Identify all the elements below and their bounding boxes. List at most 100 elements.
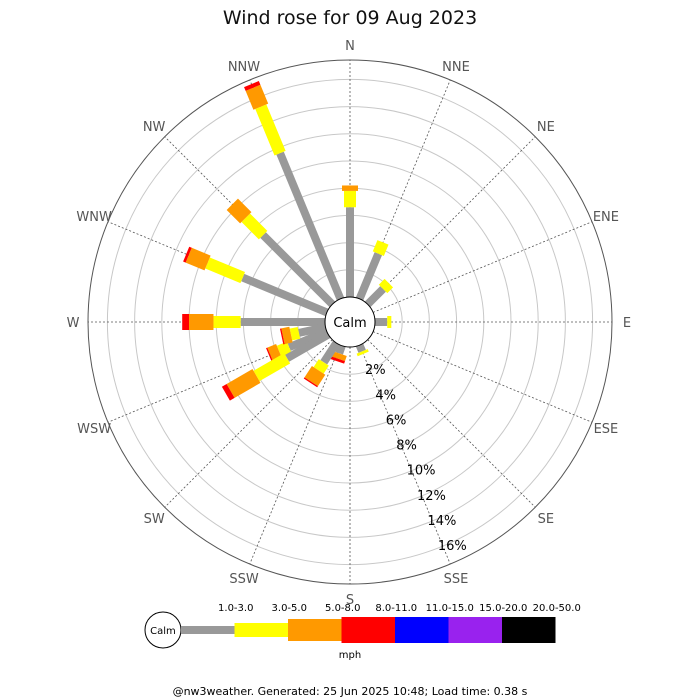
bar-wnw bbox=[183, 246, 329, 317]
bar-segment-8.0-11.0 bbox=[221, 384, 235, 401]
direction-label-ne: NE bbox=[537, 120, 555, 135]
bar-wsw bbox=[266, 327, 329, 363]
bar-segment-5.0-8.0 bbox=[226, 369, 261, 398]
spoke-ene bbox=[372, 221, 593, 313]
speed-legend: Calm 1.0-3.0 3.0-5.0 5.0-8.0 8.0-11.0 11.0-15… bbox=[144, 603, 581, 661]
legend-swatch-11.0-15.0 bbox=[395, 617, 449, 643]
direction-label-s: S bbox=[346, 593, 354, 608]
spoke-ese bbox=[372, 331, 593, 423]
bar-nnw bbox=[244, 80, 345, 301]
bar-segment-1.0-3.0 bbox=[285, 331, 331, 362]
bar-segment-8.0-11.0 bbox=[183, 246, 192, 263]
spoke-sse bbox=[359, 344, 451, 565]
legend-calm-label: Calm bbox=[150, 626, 176, 637]
legend-swatch-1.0-3.0 bbox=[181, 626, 235, 634]
legend-swatch-15.0-20.0 bbox=[448, 617, 502, 643]
legend-units: mph bbox=[339, 650, 361, 661]
direction-label-sse: SSE bbox=[444, 572, 469, 587]
direction-label-wsw: WSW bbox=[77, 422, 111, 437]
direction-labels: N NNE NE ENE E ESE SE SSE S SSW SW WSW W WNW NW NNW bbox=[67, 39, 632, 608]
spoke-nw bbox=[164, 136, 333, 305]
wind-bars bbox=[182, 80, 394, 401]
bar-segment-5.0-8.0 bbox=[304, 365, 326, 387]
ring-label-6: 12% bbox=[417, 489, 446, 504]
legend-label-11.0-15.0: 11.0-15.0 bbox=[426, 603, 474, 614]
bar-sse bbox=[355, 343, 369, 357]
legend-label-8.0-11.0: 8.0-11.0 bbox=[375, 603, 417, 614]
bar-extra-4 bbox=[279, 323, 327, 345]
bar-segment-1.0-3.0 bbox=[298, 323, 327, 337]
calm-label: Calm bbox=[333, 316, 366, 331]
bar-segment-1.0-3.0 bbox=[355, 252, 382, 301]
ring-label-1: 2% bbox=[365, 363, 386, 378]
bar-segment-3.0-5.0 bbox=[276, 341, 292, 357]
direction-label-n: N bbox=[345, 39, 355, 54]
bar-segment-1.0-3.0 bbox=[287, 327, 329, 351]
chart-title: Wind rose for 09 Aug 2023 bbox=[223, 7, 477, 29]
legend-label-3.0-5.0: 3.0-5.0 bbox=[272, 603, 307, 614]
grid-ring-7 bbox=[134, 106, 566, 538]
legend-label-5.0-8.0: 5.0-8.0 bbox=[325, 603, 360, 614]
bar-segment-1.0-3.0 bbox=[335, 344, 346, 355]
direction-label-sw: SW bbox=[144, 512, 165, 527]
bar-segment-5.0-8.0 bbox=[226, 198, 252, 224]
bar-segment-5.0-8.0 bbox=[329, 350, 347, 362]
legend-swatch-3.0-5.0 bbox=[234, 623, 288, 637]
spoke-wnw bbox=[107, 221, 328, 313]
bar-extra-3 bbox=[221, 331, 331, 401]
bar-nw bbox=[226, 198, 336, 308]
bar-segment-3.0-5.0 bbox=[241, 213, 268, 240]
bar-segment-1.0-3.0 bbox=[260, 232, 336, 308]
bar-segment-1.0-3.0 bbox=[320, 340, 340, 365]
bar-segment-5.0-8.0 bbox=[185, 247, 211, 271]
direction-label-nw: NW bbox=[143, 120, 166, 135]
bar-segment-8.0-11.0 bbox=[266, 347, 274, 363]
ring-label-5: 10% bbox=[407, 464, 436, 479]
footer-text: @nw3weather. Generated: 25 Jun 2025 10:4… bbox=[173, 685, 528, 698]
bar-segment-3.0-5.0 bbox=[378, 278, 394, 294]
bar-segment-8.0-11.0 bbox=[328, 355, 345, 364]
legend-swatch-5.0-8.0 bbox=[288, 619, 342, 641]
bar-segment-3.0-5.0 bbox=[313, 359, 329, 374]
calm-circle bbox=[324, 296, 376, 348]
bar-segment-8.0-11.0 bbox=[244, 80, 261, 91]
bar-segment-3.0-5.0 bbox=[289, 326, 301, 341]
ring-label-4: 8% bbox=[396, 439, 417, 454]
direction-label-ssw: SSW bbox=[229, 572, 259, 587]
spoke-ne bbox=[367, 136, 536, 305]
spoke-wsw bbox=[107, 331, 328, 423]
legend-label-1.0-3.0: 1.0-3.0 bbox=[218, 603, 253, 614]
direction-label-nne: NNE bbox=[442, 60, 470, 75]
bar-segment-5.0-8.0 bbox=[281, 326, 293, 345]
bar-extra-1 bbox=[303, 340, 340, 388]
legend-label-15.0-20.0: 15.0-20.0 bbox=[479, 603, 527, 614]
legend-swatch-8.0-11.0 bbox=[341, 617, 395, 643]
bar-segment-3.0-5.0 bbox=[255, 104, 286, 156]
spoke-sw bbox=[164, 339, 333, 508]
bar-segment-3.0-5.0 bbox=[372, 240, 389, 256]
calm-circle-group: Calm bbox=[324, 296, 376, 348]
legend-swatch-20.0-50.0 bbox=[502, 617, 556, 643]
direction-label-w: W bbox=[67, 316, 80, 331]
bar-segment-5.0-8.0 bbox=[245, 84, 269, 110]
legend-label-20.0-50.0: 20.0-50.0 bbox=[533, 603, 581, 614]
ring-labels: 2% 4% 6% 8% 10% 12% 14% 16% bbox=[365, 363, 467, 554]
spoke-nne bbox=[359, 79, 451, 300]
bar-segment-1.0-3.0 bbox=[364, 286, 386, 308]
bar-extra-0 bbox=[328, 344, 347, 364]
spoke-se bbox=[367, 339, 536, 508]
ring-label-3: 6% bbox=[386, 413, 407, 428]
spoke-ssw bbox=[249, 344, 341, 565]
grid-ring-6 bbox=[161, 133, 539, 511]
bar-ne bbox=[364, 278, 394, 308]
bar-nne bbox=[355, 240, 389, 301]
bar-segment-3.0-5.0 bbox=[253, 353, 291, 382]
bar-segment-1.0-3.0 bbox=[241, 273, 329, 317]
bar-segment-1.0-3.0 bbox=[276, 151, 345, 301]
direction-label-nnw: NNW bbox=[228, 60, 260, 75]
direction-label-se: SE bbox=[538, 512, 554, 527]
direction-label-ene: ENE bbox=[593, 210, 619, 225]
direction-label-ese: ESE bbox=[594, 422, 619, 437]
direction-label-wnw: WNW bbox=[76, 210, 112, 225]
